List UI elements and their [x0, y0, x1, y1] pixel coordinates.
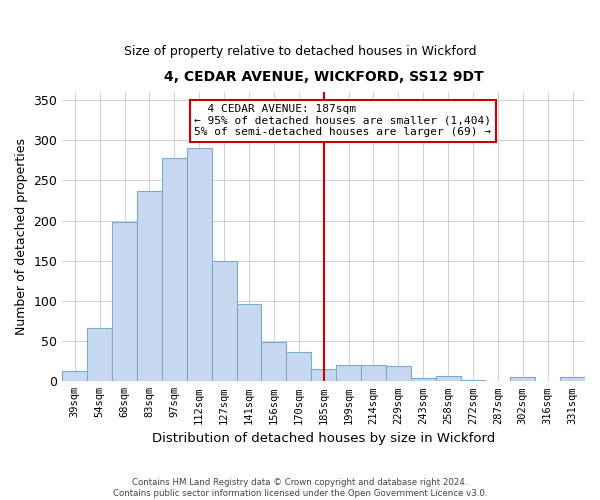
Bar [212, 261, 236, 382]
Bar [286, 352, 311, 382]
X-axis label: Distribution of detached houses by size in Wickford: Distribution of detached houses by size … [152, 432, 495, 445]
Bar [87, 328, 112, 382]
Bar [162, 158, 187, 382]
Text: Size of property relative to detached houses in Wickford: Size of property relative to detached ho… [124, 45, 476, 58]
Title: 4, CEDAR AVENUE, WICKFORD, SS12 9DT: 4, CEDAR AVENUE, WICKFORD, SS12 9DT [164, 70, 484, 84]
Bar [560, 378, 585, 382]
Bar [137, 191, 162, 382]
Bar [386, 366, 411, 382]
Bar [112, 222, 137, 382]
Bar [311, 370, 336, 382]
Bar [62, 371, 87, 382]
Bar [361, 365, 386, 382]
Bar [262, 342, 286, 382]
Bar [411, 378, 436, 382]
Y-axis label: Number of detached properties: Number of detached properties [15, 138, 28, 335]
Bar [336, 365, 361, 382]
Text: 4 CEDAR AVENUE: 187sqm  
← 95% of detached houses are smaller (1,404)
5% of semi: 4 CEDAR AVENUE: 187sqm ← 95% of detached… [194, 104, 491, 138]
Bar [187, 148, 212, 382]
Bar [461, 380, 485, 382]
Bar [236, 304, 262, 382]
Bar [511, 378, 535, 382]
Text: Contains HM Land Registry data © Crown copyright and database right 2024.
Contai: Contains HM Land Registry data © Crown c… [113, 478, 487, 498]
Bar [436, 376, 461, 382]
